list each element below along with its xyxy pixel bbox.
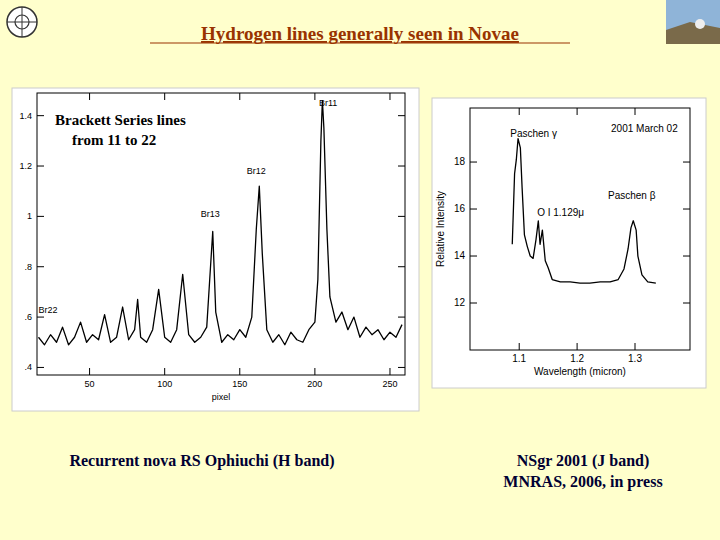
- observatory-photo: [666, 0, 720, 44]
- y-tick-label: 14: [454, 250, 466, 261]
- chart: 50 100 150 200 250 .4 .6 .8 1 1.2 1.4 pixel Br11 Br12…: [12, 88, 419, 411]
- x-tick-label: 1.3: [628, 353, 642, 364]
- y-tick: [398, 166, 405, 167]
- caption: MNRAS, 2006, in press: [503, 473, 662, 491]
- y-tick: [683, 209, 690, 210]
- plot-data: [39, 101, 403, 345]
- x-tick: [239, 93, 240, 100]
- photo-hill: [666, 22, 720, 44]
- y-tick: [470, 303, 477, 304]
- title-underline: [150, 42, 570, 43]
- y-tick: [398, 216, 405, 217]
- x-tick: [577, 343, 578, 350]
- annotation: Paschen γ: [510, 128, 557, 139]
- logo-line: [22, 7, 23, 37]
- annotation: Br13: [201, 209, 220, 219]
- chart-title: from 11 to 22: [72, 132, 156, 148]
- y-tick: [398, 367, 405, 368]
- plot-data: [512, 139, 656, 284]
- x-tick: [314, 93, 315, 100]
- y-tick-label: 18: [454, 156, 466, 167]
- annotation: O I 1.129μ: [537, 207, 584, 218]
- x-tick: [635, 108, 636, 115]
- x-tick: [239, 368, 240, 375]
- plot-frame: [37, 93, 405, 375]
- chart-title: Brackett Series lines: [55, 112, 186, 128]
- x-tick-label: 200: [307, 379, 322, 389]
- annotation: Br11: [319, 98, 337, 108]
- x-tick: [519, 108, 520, 115]
- y-tick-label: 1.4: [19, 111, 32, 121]
- y-tick: [683, 162, 690, 163]
- spectrum-line: [39, 101, 403, 345]
- logo: [7, 7, 37, 37]
- y-tick-label: 12: [454, 297, 466, 308]
- plot-frame: [470, 108, 690, 350]
- y-tick: [398, 115, 405, 116]
- x-axis-label: pixel: [212, 392, 231, 402]
- photo-dome: [695, 19, 705, 29]
- y-tick: [37, 317, 44, 318]
- x-tick-label: 1.2: [570, 353, 584, 364]
- y-tick: [37, 166, 44, 167]
- x-tick: [164, 93, 165, 100]
- background: [0, 0, 720, 540]
- x-tick: [389, 93, 390, 100]
- logo-circle: [7, 7, 37, 37]
- y-tick-label: 1.2: [19, 161, 32, 171]
- y-tick-label: .4: [24, 362, 32, 372]
- y-tick-label: 1: [27, 211, 32, 221]
- x-tick-label: 250: [382, 379, 397, 389]
- y-tick: [398, 317, 405, 318]
- annotation: Paschen β: [608, 190, 656, 201]
- chart: 1.1 1.2 1.3 12 14 16 18 Wavelength (micron) Rela…: [432, 98, 706, 388]
- y-tick: [37, 367, 44, 368]
- y-tick-label: .6: [24, 312, 32, 322]
- chart-panel: [432, 98, 706, 388]
- x-tick: [389, 368, 390, 375]
- y-tick: [683, 303, 690, 304]
- spectrum-line: [512, 139, 656, 284]
- x-tick: [314, 368, 315, 375]
- y-tick: [398, 266, 405, 267]
- annotation: Br12: [247, 166, 266, 176]
- x-tick-label: 50: [85, 379, 95, 389]
- chart-panel: [12, 88, 419, 411]
- y-axis-label: Relative Intensity: [435, 191, 446, 267]
- x-tick-label: 150: [232, 379, 247, 389]
- caption: Recurrent nova RS Ophiuchi (H band): [69, 452, 334, 470]
- x-tick: [89, 93, 90, 100]
- x-tick: [164, 368, 165, 375]
- y-tick-label: .8: [24, 262, 32, 272]
- x-tick-label: 1.1: [512, 353, 526, 364]
- y-tick-label: 16: [454, 203, 466, 214]
- y-tick: [470, 209, 477, 210]
- slide: Hydrogen lines generally seen in Novae 50…: [0, 0, 720, 540]
- y-tick: [37, 115, 44, 116]
- annotation: 2001 March 02: [611, 123, 678, 134]
- x-tick: [635, 343, 636, 350]
- y-tick: [37, 266, 44, 267]
- annotation: Br22: [39, 305, 58, 315]
- x-tick: [89, 368, 90, 375]
- caption: NSgr 2001 (J band): [517, 452, 650, 470]
- y-tick: [470, 256, 477, 257]
- x-tick: [519, 343, 520, 350]
- y-tick: [683, 256, 690, 257]
- x-tick: [577, 108, 578, 115]
- x-tick-label: 100: [157, 379, 172, 389]
- photo-sky: [666, 0, 720, 44]
- x-axis-label: Wavelength (micron): [534, 366, 626, 377]
- y-tick: [470, 162, 477, 163]
- y-tick: [37, 216, 44, 217]
- slide-title: Hydrogen lines generally seen in Novae: [201, 23, 519, 44]
